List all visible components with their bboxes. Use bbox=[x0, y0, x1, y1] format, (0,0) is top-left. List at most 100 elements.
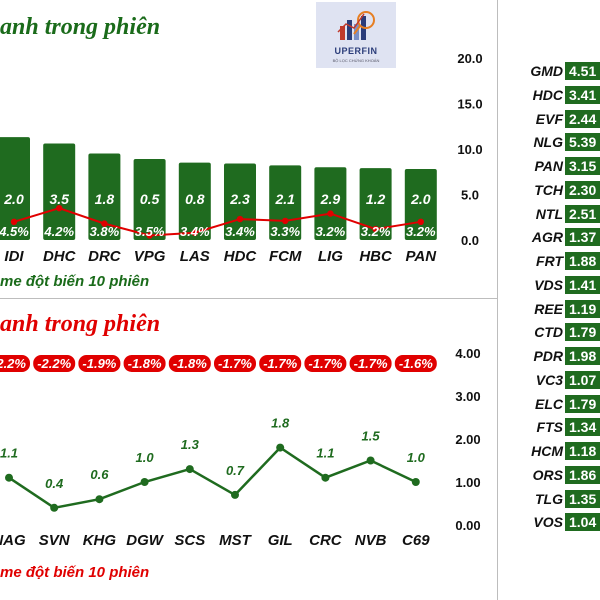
point-value-label: 1.0 bbox=[407, 450, 426, 465]
ticker-value: 1.35 bbox=[565, 489, 600, 508]
percent-label: 3.2% bbox=[361, 224, 391, 239]
line-point bbox=[56, 204, 63, 212]
line-value-label: 3.5 bbox=[49, 191, 69, 207]
ticker-row: NLG 5.39 bbox=[498, 132, 600, 152]
point-value-label: 1.0 bbox=[136, 450, 155, 465]
ticker-symbol: FTS bbox=[536, 419, 563, 436]
percent-label: 3.2% bbox=[316, 224, 346, 239]
line-value-label: 0.8 bbox=[185, 191, 205, 207]
y-tick-label: 0.00 bbox=[455, 518, 480, 533]
percent-label: -1.9% bbox=[82, 356, 116, 371]
percent-badge bbox=[123, 355, 166, 372]
ticker-value: 4.51 bbox=[565, 62, 600, 80]
bar bbox=[88, 153, 121, 240]
y-tick-label: 5.0 bbox=[461, 188, 479, 203]
bar bbox=[133, 159, 166, 240]
line-point bbox=[95, 495, 104, 504]
ticker-symbol: AGR bbox=[531, 229, 563, 246]
category-label: IDI bbox=[4, 248, 24, 265]
line-point bbox=[146, 232, 153, 239]
ticker-symbol: ELC bbox=[535, 395, 563, 412]
percent-badge bbox=[168, 355, 211, 372]
point-value-label: 0.6 bbox=[90, 467, 109, 482]
ticker-row: HDC 3.41 bbox=[498, 85, 600, 105]
ticker-row: VC3 1.07 bbox=[498, 370, 600, 390]
ticker-value: 1.18 bbox=[565, 442, 600, 460]
bottom-chart-title: anh trong phiên bbox=[0, 311, 161, 337]
series-line bbox=[8, 445, 417, 510]
ticker-row: FRT 1.88 bbox=[498, 251, 600, 271]
y-tick-label: 0.0 bbox=[461, 233, 479, 248]
ticker-symbol: CTD bbox=[534, 324, 563, 341]
top-bar-chart: 0.0 5.0 10.0 15.0 20.0 2.0 3.5 1.8 0.5 0.8 2.3 2.1 2… bbox=[0, 51, 483, 265]
percent-label: -1.8% bbox=[173, 356, 207, 371]
category-label: DRC bbox=[88, 248, 122, 265]
ticker-row: TLG 1.35 bbox=[498, 489, 600, 509]
logo-subtitle: BỘ LỌC CHỨNG KHOÁN bbox=[332, 58, 380, 63]
ticker-row: AGR 1.37 bbox=[498, 227, 600, 247]
line-value-label: 2.1 bbox=[274, 191, 295, 207]
ticker-row: ELC 1.79 bbox=[498, 394, 600, 414]
bottom-line-chart: 0.00 1.00 2.00 3.00 4.00 -2.2% -2.2% -1.9% -1.8%… bbox=[0, 346, 481, 549]
category-label: C69 bbox=[402, 532, 430, 549]
ticker-value: 5.39 bbox=[565, 133, 600, 152]
percent-label: -1.6% bbox=[399, 356, 433, 371]
logo-wordmark: UPERFIN bbox=[334, 46, 378, 56]
ticker-symbol: TLG bbox=[535, 490, 563, 507]
percent-badge bbox=[0, 355, 30, 372]
ticker-symbol: ORS bbox=[532, 466, 563, 483]
point-value-label: 1.5 bbox=[362, 429, 381, 444]
ticker-row: VDS 1.41 bbox=[498, 275, 600, 295]
ticker-symbol: NLG bbox=[533, 134, 563, 151]
line-point bbox=[366, 456, 375, 465]
category-label: GIL bbox=[268, 532, 293, 549]
ticker-value: 1.79 bbox=[565, 323, 600, 342]
percent-badge bbox=[78, 355, 121, 372]
ticker-value: 1.79 bbox=[565, 394, 600, 413]
bar bbox=[314, 167, 347, 240]
percent-label: -1.7% bbox=[354, 356, 388, 371]
top-chart-title: anh trong phiên bbox=[0, 14, 161, 40]
percent-label: 3.3% bbox=[270, 224, 300, 239]
category-label: NVB bbox=[355, 532, 387, 549]
category-label: PAN bbox=[406, 248, 438, 265]
bar bbox=[359, 168, 392, 240]
point-value-label: 0.4 bbox=[45, 476, 64, 491]
ticker-value: 2.51 bbox=[565, 204, 600, 223]
percent-label: 3.8% bbox=[90, 224, 120, 239]
ticker-row: REE 1.19 bbox=[498, 299, 600, 319]
y-tick-label: 3.00 bbox=[455, 389, 480, 404]
category-label: SVN bbox=[39, 532, 71, 549]
ticker-row: CTD 1.79 bbox=[498, 322, 600, 342]
line-value-label: 2.9 bbox=[320, 191, 341, 207]
y-tick-label: 1.00 bbox=[455, 475, 480, 490]
category-label: CRC bbox=[309, 532, 343, 549]
line-point bbox=[140, 478, 149, 486]
line-point bbox=[411, 478, 420, 486]
category-label: NAG bbox=[0, 532, 26, 549]
y-tick-label: 10.0 bbox=[457, 142, 482, 157]
percent-badge bbox=[349, 355, 392, 372]
ticker-value: 1.04 bbox=[565, 513, 600, 532]
ticker-value: 1.41 bbox=[565, 275, 600, 294]
percent-label: 3.4% bbox=[180, 224, 210, 239]
point-value-label: 1.1 bbox=[316, 446, 334, 461]
percent-badge bbox=[214, 355, 256, 372]
ticker-symbol: VDS bbox=[534, 276, 563, 293]
ticker-row: EVF 2.44 bbox=[498, 109, 600, 129]
line-value-label: 2.3 bbox=[229, 191, 250, 207]
ticker-symbol: HDC bbox=[532, 86, 563, 103]
ticker-row: TCH 2.30 bbox=[498, 180, 600, 200]
percent-label: -2.2% bbox=[0, 356, 26, 371]
percent-badge bbox=[259, 355, 302, 372]
y-tick-label: 15.0 bbox=[457, 97, 482, 112]
ticker-row: FTS 1.34 bbox=[498, 417, 600, 437]
percent-label: -1.7% bbox=[308, 356, 342, 371]
ticker-row: VOS 1.04 bbox=[498, 512, 600, 532]
line-point bbox=[5, 473, 13, 482]
ticker-row: PAN 3.15 bbox=[498, 156, 600, 176]
ticker-value: 1.88 bbox=[565, 252, 600, 270]
point-value-label: 0.7 bbox=[226, 463, 245, 478]
category-label: MST bbox=[219, 532, 253, 549]
line-value-label: 2.0 bbox=[410, 191, 431, 207]
